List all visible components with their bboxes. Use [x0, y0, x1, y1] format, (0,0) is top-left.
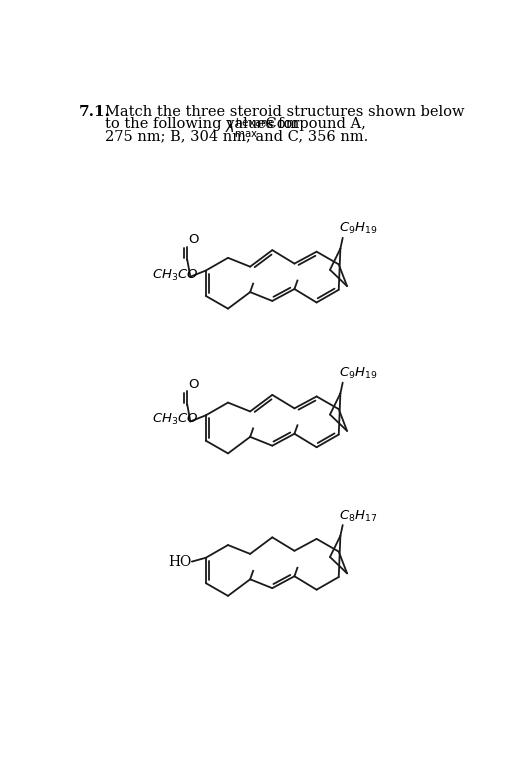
Text: Match the three steroid structures shown below: Match the three steroid structures shown…	[105, 105, 464, 118]
Text: 275 nm; B, 304 nm, and C, 356 nm.: 275 nm; B, 304 nm, and C, 356 nm.	[105, 129, 368, 143]
Text: $\lambda_{\mathrm{max}}^{\mathrm{hexane}}$: $\lambda_{\mathrm{max}}^{\mathrm{hexane}…	[225, 117, 275, 140]
Text: O: O	[188, 233, 198, 246]
Text: $CH_3CO$: $CH_3CO$	[151, 412, 198, 428]
Text: $C_9H_{19}$: $C_9H_{19}$	[339, 221, 377, 236]
Text: $C_9H_{19}$: $C_9H_{19}$	[339, 366, 377, 381]
Text: 7.1.: 7.1.	[79, 105, 111, 118]
Text: to the following values for: to the following values for	[105, 117, 304, 131]
Text: : Compound A,: : Compound A,	[256, 117, 366, 131]
Text: O: O	[188, 378, 198, 391]
Text: $C_8H_{17}$: $C_8H_{17}$	[339, 508, 377, 524]
Text: $CH_3CO$: $CH_3CO$	[151, 268, 198, 283]
Text: HO: HO	[169, 554, 192, 568]
